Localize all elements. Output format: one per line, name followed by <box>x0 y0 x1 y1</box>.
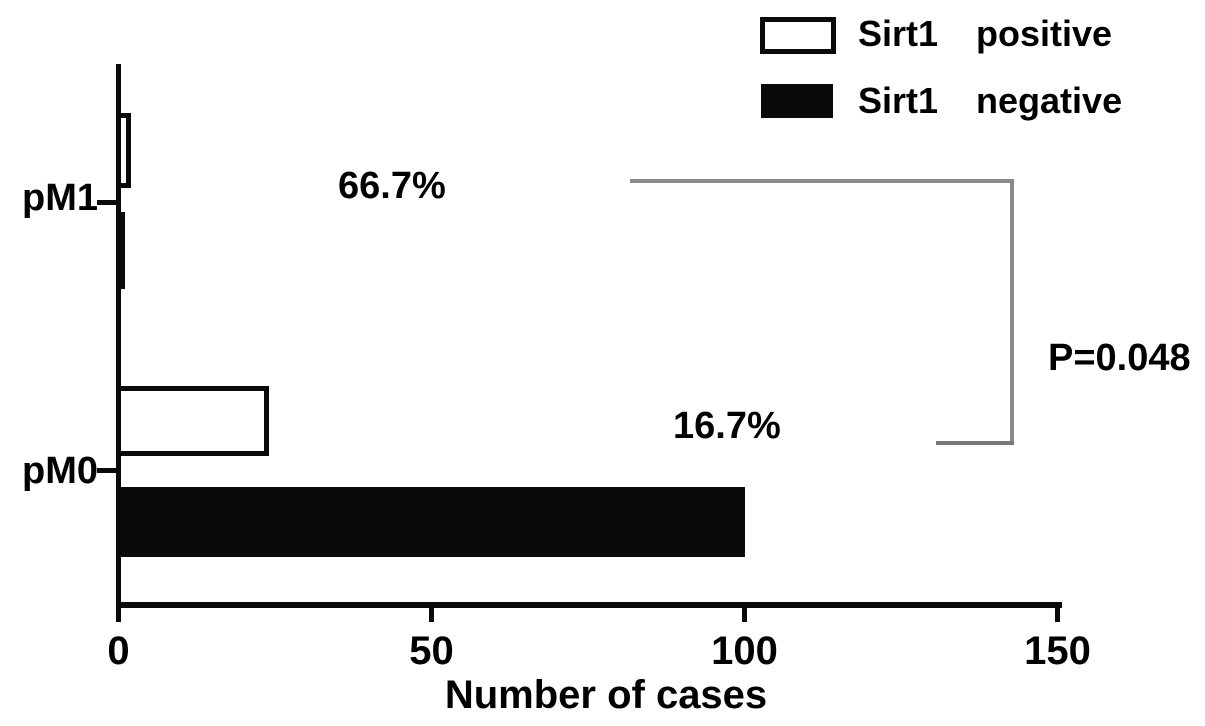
legend-label-sirt1-negative: Sirt1 negative <box>858 80 1123 121</box>
x-tick-label-100: 100 <box>711 629 778 673</box>
category-label-pm1: pM1 <box>22 177 98 219</box>
legend-swatch-sirt1-negative <box>761 84 833 118</box>
significance-bracket-bottom <box>936 441 1014 445</box>
x-tick-mark-0 <box>116 608 121 622</box>
bar-pm1-sirt1-positive <box>116 113 132 188</box>
annotation-pm0-percent: 16.7% <box>673 405 781 447</box>
x-tick-mark-100 <box>742 608 747 622</box>
bar-pm0-sirt1-positive <box>116 386 269 456</box>
significance-bracket-vertical <box>1010 179 1014 445</box>
legend-swatch-sirt1-positive <box>760 17 836 54</box>
legend-label-sirt1-positive: Sirt1 positive <box>858 13 1113 54</box>
x-axis-line <box>116 602 1062 608</box>
bar-pm0-sirt1-negative <box>116 487 745 557</box>
y-axis-line <box>116 64 121 608</box>
x-axis-title: Number of cases <box>444 673 768 717</box>
x-tick-label-150: 150 <box>1024 629 1091 673</box>
y-tick-pm1 <box>97 200 116 205</box>
annotation-pm1-percent: 66.7% <box>338 165 446 207</box>
x-tick-mark-50 <box>429 608 434 622</box>
x-tick-mark-150 <box>1055 608 1060 622</box>
category-label-pm0: pM0 <box>22 450 98 492</box>
bar-pm1-sirt1-negative <box>116 212 125 289</box>
significance-bracket-top <box>630 179 1014 183</box>
annotation-p-value: P=0.048 <box>1048 337 1191 379</box>
y-tick-pm0 <box>97 468 116 473</box>
x-tick-label-50: 50 <box>409 629 454 673</box>
x-tick-label-0: 0 <box>107 629 130 673</box>
